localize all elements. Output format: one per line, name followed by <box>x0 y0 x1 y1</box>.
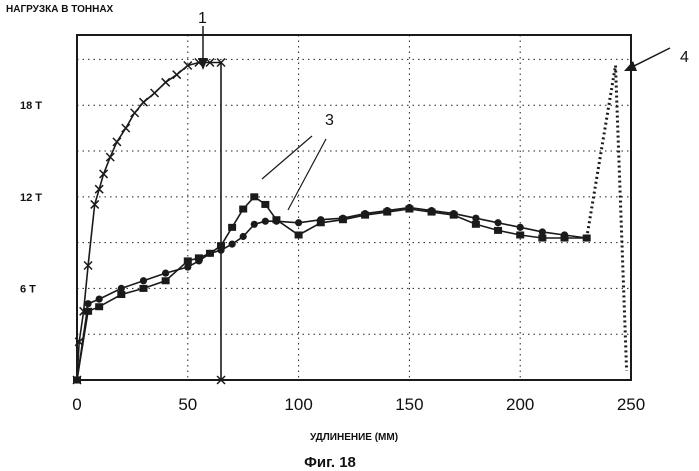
data-point-circle <box>561 231 568 238</box>
data-point-square <box>250 193 258 200</box>
data-point-circle <box>118 285 125 292</box>
y-tick-labels: 6 T 12 T 18 T <box>20 100 42 295</box>
data-point-circle <box>262 218 269 225</box>
callout-label-3: 3 <box>325 112 334 129</box>
data-point-circle <box>472 215 479 222</box>
callout-arrow-3a <box>262 136 312 179</box>
data-point-circle <box>339 215 346 222</box>
data-point-circle <box>251 221 258 228</box>
data-point-circle <box>273 218 280 225</box>
data-point-circle <box>494 219 501 226</box>
y-tick-label: 18 T <box>20 100 42 112</box>
callout-arrow-3b <box>288 139 326 210</box>
series-line-1 <box>77 197 587 380</box>
data-point-x <box>106 153 114 161</box>
callout-label-1: 1 <box>198 10 207 27</box>
x-axis-title: УДЛИНЕНИЕ (ММ) <box>310 432 398 443</box>
callout-arrow-4 <box>630 48 670 68</box>
x-tick-label: 100 <box>284 395 312 414</box>
y-tick-label: 6 T <box>20 283 36 295</box>
y-tick-label: 12 T <box>20 192 42 204</box>
data-point-circle <box>384 207 391 214</box>
y-axis-title: НАГРУЗКА В ТОННАХ <box>6 4 114 15</box>
data-point-square <box>538 235 546 242</box>
data-point-square <box>239 206 247 213</box>
data-point-circle <box>73 376 80 383</box>
data-point-circle <box>539 228 546 235</box>
data-point-square <box>117 291 125 298</box>
data-point-square <box>162 277 170 284</box>
data-point-circle <box>295 219 302 226</box>
x-tick-labels: 0 50 100 150 200 250 <box>72 395 645 414</box>
x-tick-label: 150 <box>395 395 423 414</box>
data-point-circle <box>195 257 202 264</box>
x-tick-label: 200 <box>506 395 534 414</box>
data-point-square <box>139 285 147 292</box>
data-point-x <box>151 89 159 97</box>
data-point-circle <box>517 224 524 231</box>
data-point-x <box>131 109 139 117</box>
data-point-x <box>173 71 181 79</box>
series-line-0 <box>77 63 221 381</box>
data-point-circle <box>229 241 236 248</box>
data-point-square <box>184 257 192 264</box>
data-point-circle <box>406 204 413 211</box>
data-point-square <box>228 224 236 231</box>
data-point-circle <box>140 277 147 284</box>
series-layer <box>73 58 627 384</box>
data-point-x <box>162 78 170 86</box>
data-point-square <box>295 231 303 238</box>
series-line-3 <box>587 66 627 371</box>
figure-caption: Фиг. 18 <box>304 454 356 471</box>
data-point-square <box>494 227 502 234</box>
data-point-circle <box>206 250 213 257</box>
callout-label-4: 4 <box>680 49 689 66</box>
data-point-circle <box>184 263 191 270</box>
callouts: 1 3 4 <box>198 10 689 210</box>
x-tick-label: 50 <box>178 395 197 414</box>
data-point-square <box>261 201 269 208</box>
data-point-circle <box>84 300 91 307</box>
data-point-circle <box>361 210 368 217</box>
x-tick-label: 250 <box>617 395 645 414</box>
data-point-square <box>472 221 480 228</box>
data-point-x <box>113 138 121 146</box>
data-point-square <box>516 231 524 238</box>
data-point-circle <box>217 247 224 254</box>
data-point-circle <box>428 207 435 214</box>
data-point-circle <box>96 295 103 302</box>
data-point-circle <box>450 210 457 217</box>
data-point-circle <box>240 233 247 240</box>
data-point-circle <box>317 216 324 223</box>
data-point-circle <box>162 270 169 277</box>
data-point-x <box>122 124 130 132</box>
data-point-circle <box>583 234 590 241</box>
x-tick-label: 0 <box>72 395 81 414</box>
data-point-square <box>95 303 103 310</box>
